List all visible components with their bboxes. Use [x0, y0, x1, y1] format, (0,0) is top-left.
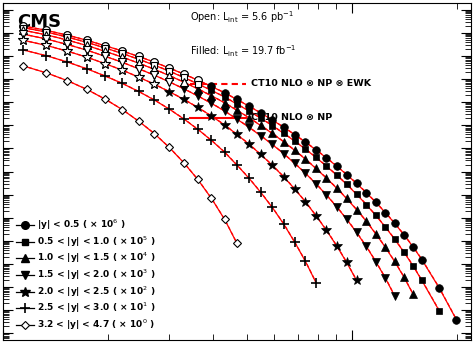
- Text: CMS: CMS: [17, 13, 61, 31]
- Text: Filled: L$_{\rm int}$ = 19.7 fb$^{-1}$: Filled: L$_{\rm int}$ = 19.7 fb$^{-1}$: [190, 43, 297, 59]
- Text: CT10 NLO ⊗ NP ⊗ EWK: CT10 NLO ⊗ NP ⊗ EWK: [251, 79, 371, 88]
- Legend: |y| < 0.5 ( × 10$^6$ ), 0.5 < |y| < 1.0 ( × 10$^5$ ), 1.0 < |y| < 1.5 ( × 10$^4$: |y| < 0.5 ( × 10$^6$ ), 0.5 < |y| < 1.0 …: [12, 214, 159, 336]
- Text: Open: L$_{\rm int}$ = 5.6 pb$^{-1}$: Open: L$_{\rm int}$ = 5.6 pb$^{-1}$: [190, 10, 294, 25]
- Text: CT10 NLO ⊗ NP: CT10 NLO ⊗ NP: [251, 113, 332, 122]
